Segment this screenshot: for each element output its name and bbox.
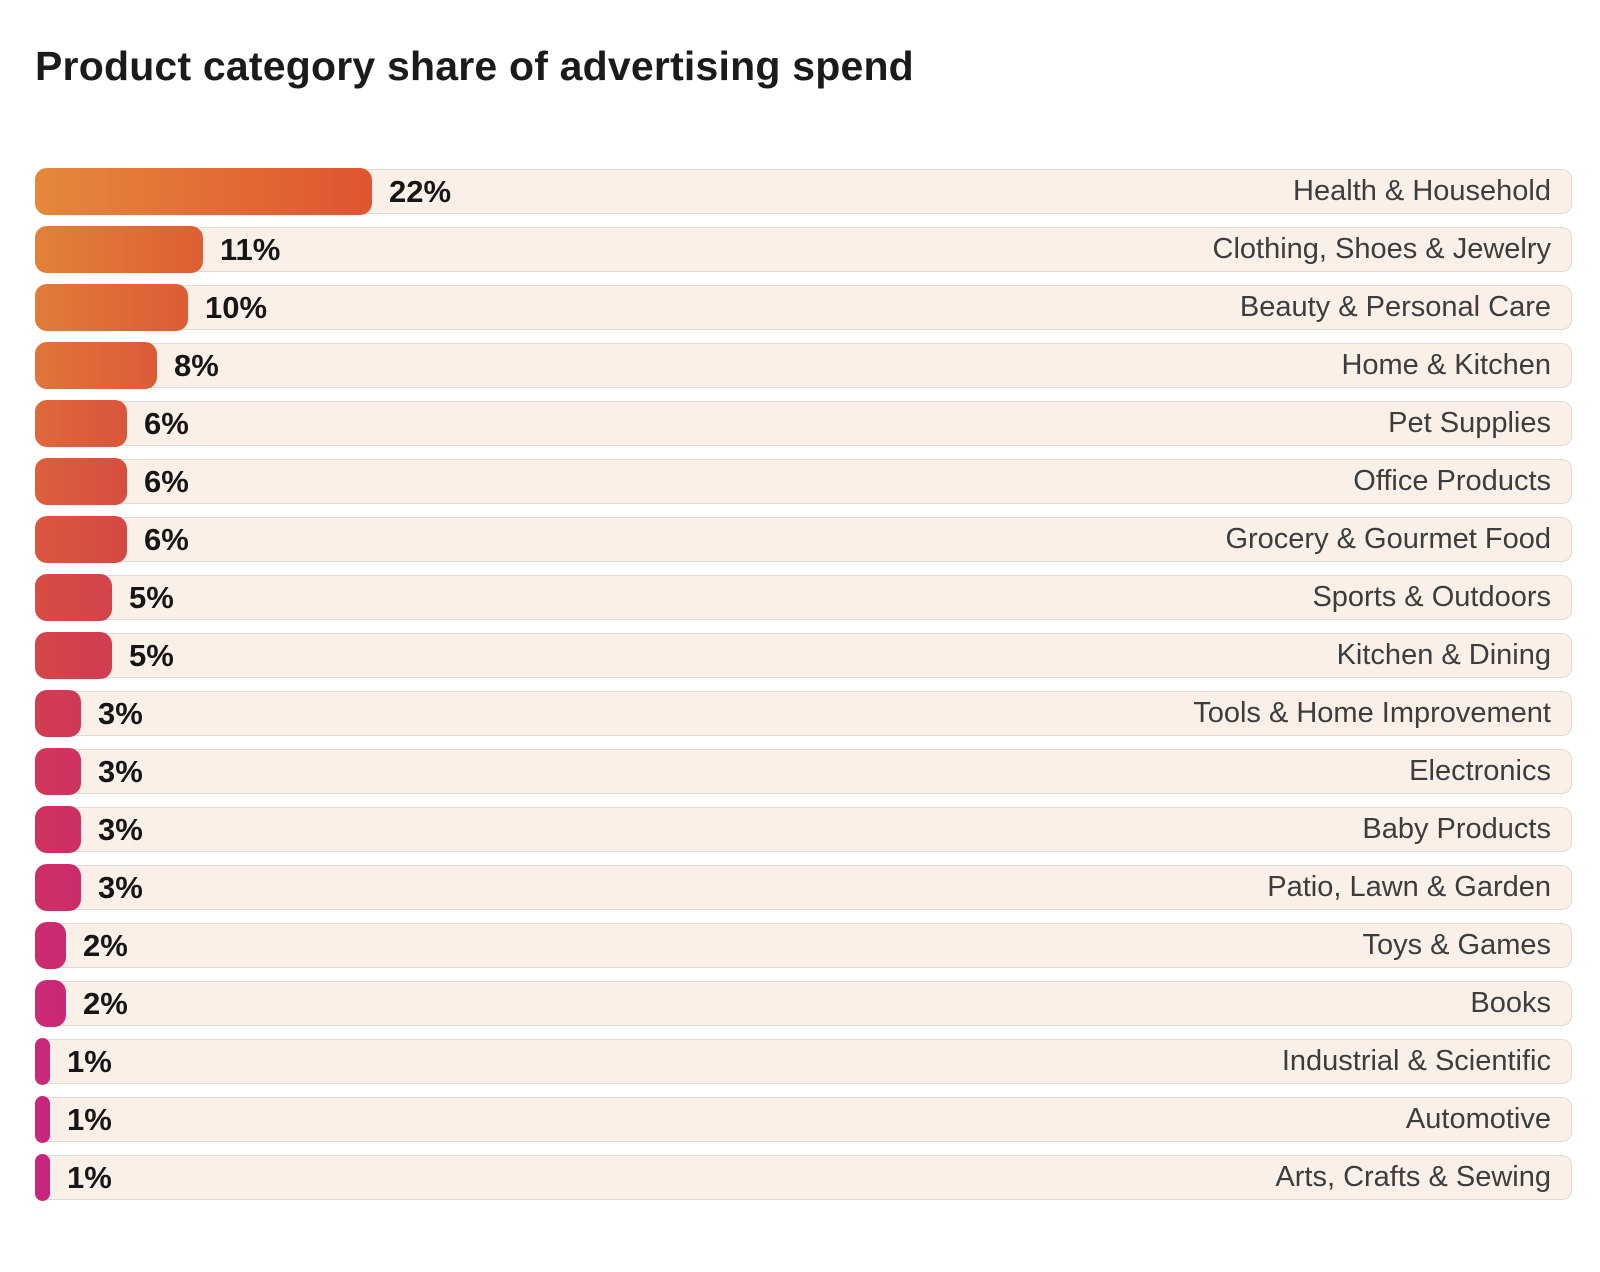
chart-row: 6% Pet Supplies xyxy=(35,400,1572,448)
bar-value-label: 1% xyxy=(67,1102,112,1138)
chart-row: 3% Tools & Home Improvement xyxy=(35,690,1572,738)
category-label: Health & Household xyxy=(1293,175,1551,208)
category-label: Grocery & Gourmet Food xyxy=(1225,523,1551,556)
bar xyxy=(35,632,112,680)
category-label: Arts, Crafts & Sewing xyxy=(1275,1161,1551,1194)
category-label: Home & Kitchen xyxy=(1341,349,1551,382)
bar xyxy=(35,516,127,564)
bar xyxy=(35,168,372,216)
chart-row: 8% Home & Kitchen xyxy=(35,342,1572,390)
chart-row: 6% Office Products xyxy=(35,458,1572,506)
bar-value-label: 3% xyxy=(98,696,143,732)
chart-row: 1% Arts, Crafts & Sewing xyxy=(35,1154,1572,1202)
bar xyxy=(35,748,81,796)
chart-row: 1% Industrial & Scientific xyxy=(35,1038,1572,1086)
bar-value-label: 6% xyxy=(144,464,189,500)
bar xyxy=(35,806,81,854)
bar-value-label: 5% xyxy=(129,580,174,616)
bar-value-label: 1% xyxy=(67,1044,112,1080)
bar xyxy=(35,864,81,912)
category-label: Sports & Outdoors xyxy=(1312,581,1551,614)
bar-value-label: 3% xyxy=(98,812,143,848)
chart-row: 6% Grocery & Gourmet Food xyxy=(35,516,1572,564)
bar-value-label: 2% xyxy=(83,986,128,1022)
category-label: Books xyxy=(1470,987,1551,1020)
chart-row: 10% Beauty & Personal Care xyxy=(35,284,1572,332)
bar xyxy=(35,400,127,448)
bar-value-label: 3% xyxy=(98,754,143,790)
chart-row: 2% Books xyxy=(35,980,1572,1028)
category-label: Office Products xyxy=(1353,465,1551,498)
bar xyxy=(35,980,66,1028)
category-label: Baby Products xyxy=(1362,813,1551,846)
bar-chart: 22% Health & Household 11% Clothing, Sho… xyxy=(35,168,1572,1202)
category-label: Kitchen & Dining xyxy=(1336,639,1551,672)
bar-value-label: 22% xyxy=(389,174,452,210)
chart-row: 1% Automotive xyxy=(35,1096,1572,1144)
chart-row: 2% Toys & Games xyxy=(35,922,1572,970)
category-label: Industrial & Scientific xyxy=(1281,1045,1551,1078)
bar xyxy=(35,284,188,332)
bar xyxy=(35,1154,50,1202)
chart-row: 22% Health & Household xyxy=(35,168,1572,216)
bar-value-label: 8% xyxy=(174,348,219,384)
bar-value-label: 1% xyxy=(67,1160,112,1196)
bar xyxy=(35,574,112,622)
bar xyxy=(35,342,157,390)
chart-container: Product category share of advertising sp… xyxy=(35,43,1572,1202)
category-label: Automotive xyxy=(1405,1103,1551,1136)
bar xyxy=(35,690,81,738)
chart-row: 5% Sports & Outdoors xyxy=(35,574,1572,622)
bar-value-label: 2% xyxy=(83,928,128,964)
bar-value-label: 3% xyxy=(98,870,143,906)
bar-value-label: 11% xyxy=(220,232,281,268)
bar xyxy=(35,1096,50,1144)
category-label: Clothing, Shoes & Jewelry xyxy=(1212,233,1552,266)
bar xyxy=(35,226,203,274)
bar xyxy=(35,922,66,970)
bar-value-label: 6% xyxy=(144,406,189,442)
bar-value-label: 6% xyxy=(144,522,189,558)
chart-row: 5% Kitchen & Dining xyxy=(35,632,1572,680)
chart-row: 3% Baby Products xyxy=(35,806,1572,854)
bar-value-label: 10% xyxy=(205,290,268,326)
bar xyxy=(35,458,127,506)
category-label: Toys & Games xyxy=(1362,929,1551,962)
category-label: Beauty & Personal Care xyxy=(1239,291,1551,324)
chart-row: 3% Electronics xyxy=(35,748,1572,796)
category-label: Patio, Lawn & Garden xyxy=(1267,871,1551,904)
chart-row: 11% Clothing, Shoes & Jewelry xyxy=(35,226,1572,274)
category-label: Pet Supplies xyxy=(1388,407,1551,440)
category-label: Electronics xyxy=(1409,755,1551,788)
bar-value-label: 5% xyxy=(129,638,174,674)
page-title: Product category share of advertising sp… xyxy=(35,43,914,89)
category-label: Tools & Home Improvement xyxy=(1193,697,1551,730)
chart-row: 3% Patio, Lawn & Garden xyxy=(35,864,1572,912)
bar xyxy=(35,1038,50,1086)
